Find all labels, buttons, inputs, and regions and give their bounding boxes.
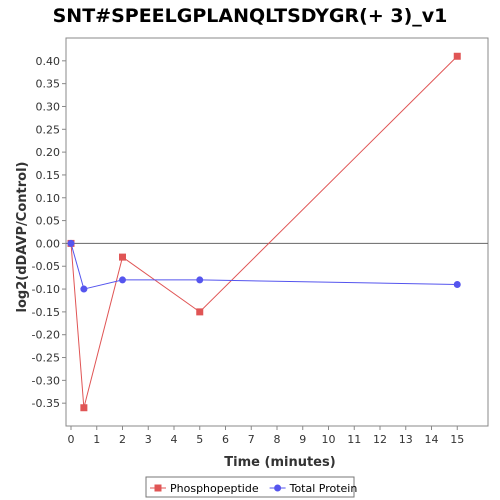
x-tick-label: 15 <box>450 433 464 446</box>
data-point <box>67 239 75 247</box>
x-tick-label: 3 <box>145 433 152 446</box>
x-tick-label: 10 <box>322 433 336 446</box>
y-tick-label: 0.00 <box>36 237 61 250</box>
y-tick-label: 0.20 <box>36 146 61 159</box>
data-point <box>119 253 126 261</box>
y-tick-label: -0.30 <box>32 374 60 387</box>
x-axis-title: Time (minutes) <box>224 455 335 470</box>
y-tick-label: -0.05 <box>32 260 60 273</box>
y-tick-label: -0.10 <box>32 283 60 296</box>
x-tick-label: 1 <box>93 433 100 446</box>
data-point <box>196 308 204 316</box>
legend-label: Phosphopeptide <box>170 482 259 495</box>
x-tick-label: 14 <box>425 433 439 446</box>
x-tick-label: 12 <box>373 433 387 446</box>
x-tick-label: 8 <box>274 433 281 446</box>
y-tick-label: 0.40 <box>36 55 61 68</box>
y-tick-label: 0.05 <box>36 215 61 228</box>
plot-area <box>65 37 489 427</box>
legend-marker <box>274 484 282 492</box>
legend-label: Total Protein <box>289 482 358 495</box>
y-tick-label: -0.15 <box>32 306 60 319</box>
x-tick-label: 2 <box>119 433 126 446</box>
data-point <box>453 280 461 288</box>
y-axis-title: log2(dDAVP/Control) <box>15 162 30 313</box>
data-point <box>453 52 461 60</box>
x-tick-label: 4 <box>171 433 178 446</box>
legend-items: Phosphopeptide Total Protein <box>150 482 357 495</box>
x-tick-label: 0 <box>68 433 75 446</box>
x-tick-label: 6 <box>222 433 229 446</box>
legend-box <box>145 476 355 498</box>
y-tick-label: 0.35 <box>36 78 61 91</box>
x-tick-label: 9 <box>299 433 306 446</box>
x-axis: 0 1 2 3 4 5 6 7 8 9 10 11 12 13 14 15 <box>68 426 464 446</box>
legend-marker <box>154 484 162 492</box>
y-axis: 0.40 0.35 0.30 0.25 0.20 0.15 0.10 0.05 0.00 -0.0… <box>32 55 66 410</box>
x-tick-label: 13 <box>399 433 413 446</box>
data-point <box>80 285 88 293</box>
y-tick-label: 0.15 <box>36 169 61 182</box>
data-point <box>196 276 204 284</box>
series-group <box>67 52 461 412</box>
x-tick-label: 5 <box>196 433 203 446</box>
x-tick-label: 7 <box>248 433 255 446</box>
series-total-protein <box>67 239 461 293</box>
y-tick-label: 0.25 <box>36 123 61 136</box>
data-point <box>119 276 126 284</box>
chart-title: SNT#SPEELGPLANQLTSDYGR(+ 3)_v1 <box>53 5 448 27</box>
y-tick-label: -0.25 <box>32 352 60 365</box>
y-tick-label: 0.10 <box>36 192 61 205</box>
data-point <box>80 404 88 412</box>
y-tick-label: 0.30 <box>36 100 61 113</box>
y-tick-label: -0.35 <box>32 397 60 410</box>
legend: Phosphopeptide Total Protein <box>145 476 357 498</box>
y-tick-label: -0.20 <box>32 329 60 342</box>
x-tick-label: 11 <box>347 433 361 446</box>
